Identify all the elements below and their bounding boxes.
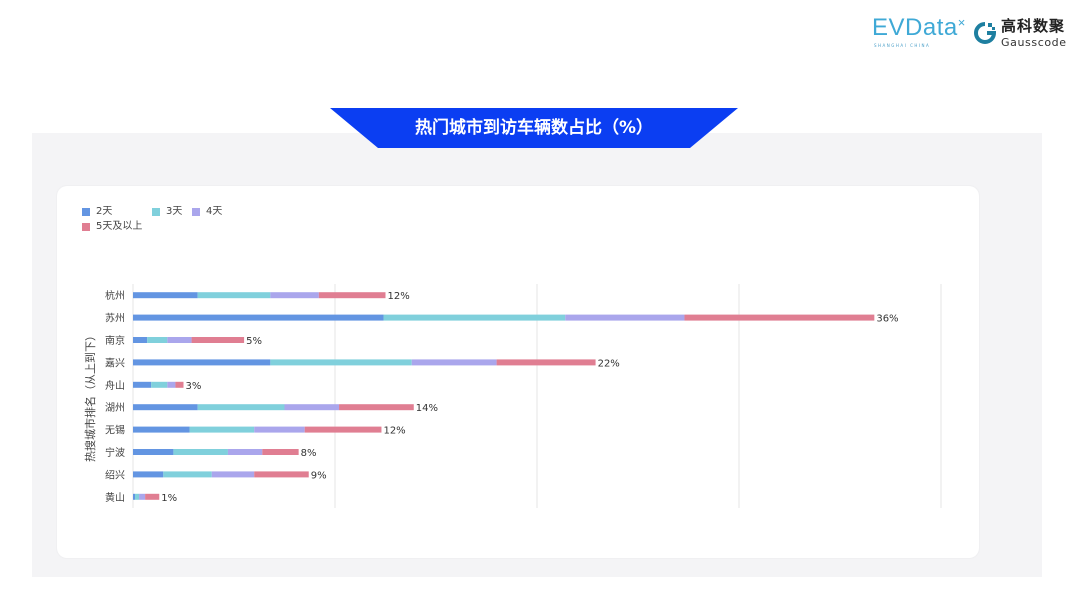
bar-segment — [163, 471, 212, 478]
bar-segment — [254, 471, 309, 478]
total-label: 12% — [388, 291, 410, 302]
bar-segment — [254, 426, 305, 433]
chart-card: 2天 3天 4天 5天及以上 杭州 12% 苏州 36% 南京 5% 嘉兴 22% 舟山 3% 湖州 14%… — [57, 186, 979, 558]
legend-label: 2天 — [96, 206, 113, 217]
legend-swatch — [82, 208, 90, 216]
legend-label: 5天及以上 — [96, 221, 143, 232]
total-label: 36% — [876, 314, 898, 325]
bar-segment — [684, 314, 875, 321]
bar-segment — [270, 292, 319, 299]
category-label: 黄山 — [105, 491, 125, 504]
bar-segment — [133, 404, 198, 411]
bar-segment — [167, 381, 176, 388]
legend-item[interactable]: 4天 — [192, 206, 222, 218]
legend-swatch — [152, 208, 160, 216]
total-label: 14% — [416, 403, 438, 414]
legend-label: 3天 — [166, 206, 183, 217]
bar-segment — [133, 426, 190, 433]
legend-swatch — [192, 208, 200, 216]
category-label: 苏州 — [105, 312, 125, 325]
bar-segment — [151, 381, 168, 388]
legend-label: 4天 — [206, 206, 223, 217]
bar-segment — [139, 493, 146, 500]
bar-segment — [133, 493, 136, 500]
bar-segment — [133, 381, 152, 388]
bar-segment — [191, 337, 245, 343]
bar-segment — [304, 426, 382, 433]
evdata-logo-subtitle: SHANGHAI CHINA — [874, 43, 931, 48]
bar-segment — [133, 359, 271, 366]
gausscode-logo-cn: 高科数聚 — [1001, 17, 1066, 35]
bar-segment — [411, 359, 497, 366]
bar-segment — [339, 404, 414, 411]
y-axis-title: 热搜城市排名（从上到下） — [83, 330, 97, 462]
legend-item[interactable]: 5天及以上 — [82, 221, 142, 233]
bar-segment — [133, 337, 148, 343]
bar-segment — [262, 449, 299, 455]
bar-segment — [135, 493, 140, 500]
stacked-bar-chart: 杭州 12% 苏州 36% 南京 5% 嘉兴 22% 舟山 3% 湖州 14% 无锡 12% 宁波 8% 绍兴 9… — [83, 284, 942, 508]
bar-segment — [133, 314, 384, 321]
bar-segment — [227, 449, 263, 455]
category-label: 无锡 — [105, 424, 125, 437]
bar-segment — [197, 404, 285, 411]
bar-segment — [167, 337, 192, 343]
evdata-logo-text: EVData — [872, 14, 958, 41]
category-label: 嘉兴 — [105, 356, 125, 369]
category-label: 湖州 — [105, 402, 125, 414]
legend-swatch — [82, 223, 90, 231]
bar-segment — [197, 292, 271, 299]
total-label: 8% — [301, 448, 317, 459]
category-label: 宁波 — [105, 446, 125, 459]
category-label: 南京 — [105, 334, 125, 347]
bar-segment — [284, 404, 340, 411]
bar-segment — [175, 381, 184, 388]
gausscode-logo-en: Gausscode — [1001, 36, 1067, 49]
bar-segment — [173, 449, 228, 455]
bar-segment — [270, 359, 412, 366]
bar-segment — [189, 426, 255, 433]
category-label: 绍兴 — [105, 468, 125, 481]
bar-segment — [147, 337, 168, 343]
total-label: 1% — [161, 493, 177, 504]
bar-segment — [133, 292, 198, 299]
evdata-logo: EVData× — [872, 14, 966, 41]
bar-segment — [318, 292, 386, 299]
bar-segment — [133, 471, 164, 478]
bar-segment — [133, 449, 174, 455]
legend-item[interactable]: 2天 — [82, 206, 112, 218]
total-label: 22% — [598, 358, 620, 369]
legend-item[interactable]: 3天 — [152, 206, 182, 218]
bar-segment — [383, 314, 566, 321]
title-banner — [330, 108, 738, 148]
category-label: 舟山 — [105, 379, 125, 392]
category-label: 杭州 — [105, 289, 125, 302]
total-label: 12% — [383, 426, 405, 437]
bar-segment — [565, 314, 685, 321]
total-label: 9% — [311, 470, 327, 481]
gausscode-logo-icon — [974, 22, 997, 44]
bar-segment — [145, 493, 160, 500]
bar-segment — [496, 359, 596, 366]
bar-segment — [211, 471, 255, 478]
page-title: 热门城市到访车辆数占比（%） — [414, 118, 654, 138]
total-label: 5% — [246, 336, 262, 347]
total-label: 3% — [186, 381, 202, 392]
